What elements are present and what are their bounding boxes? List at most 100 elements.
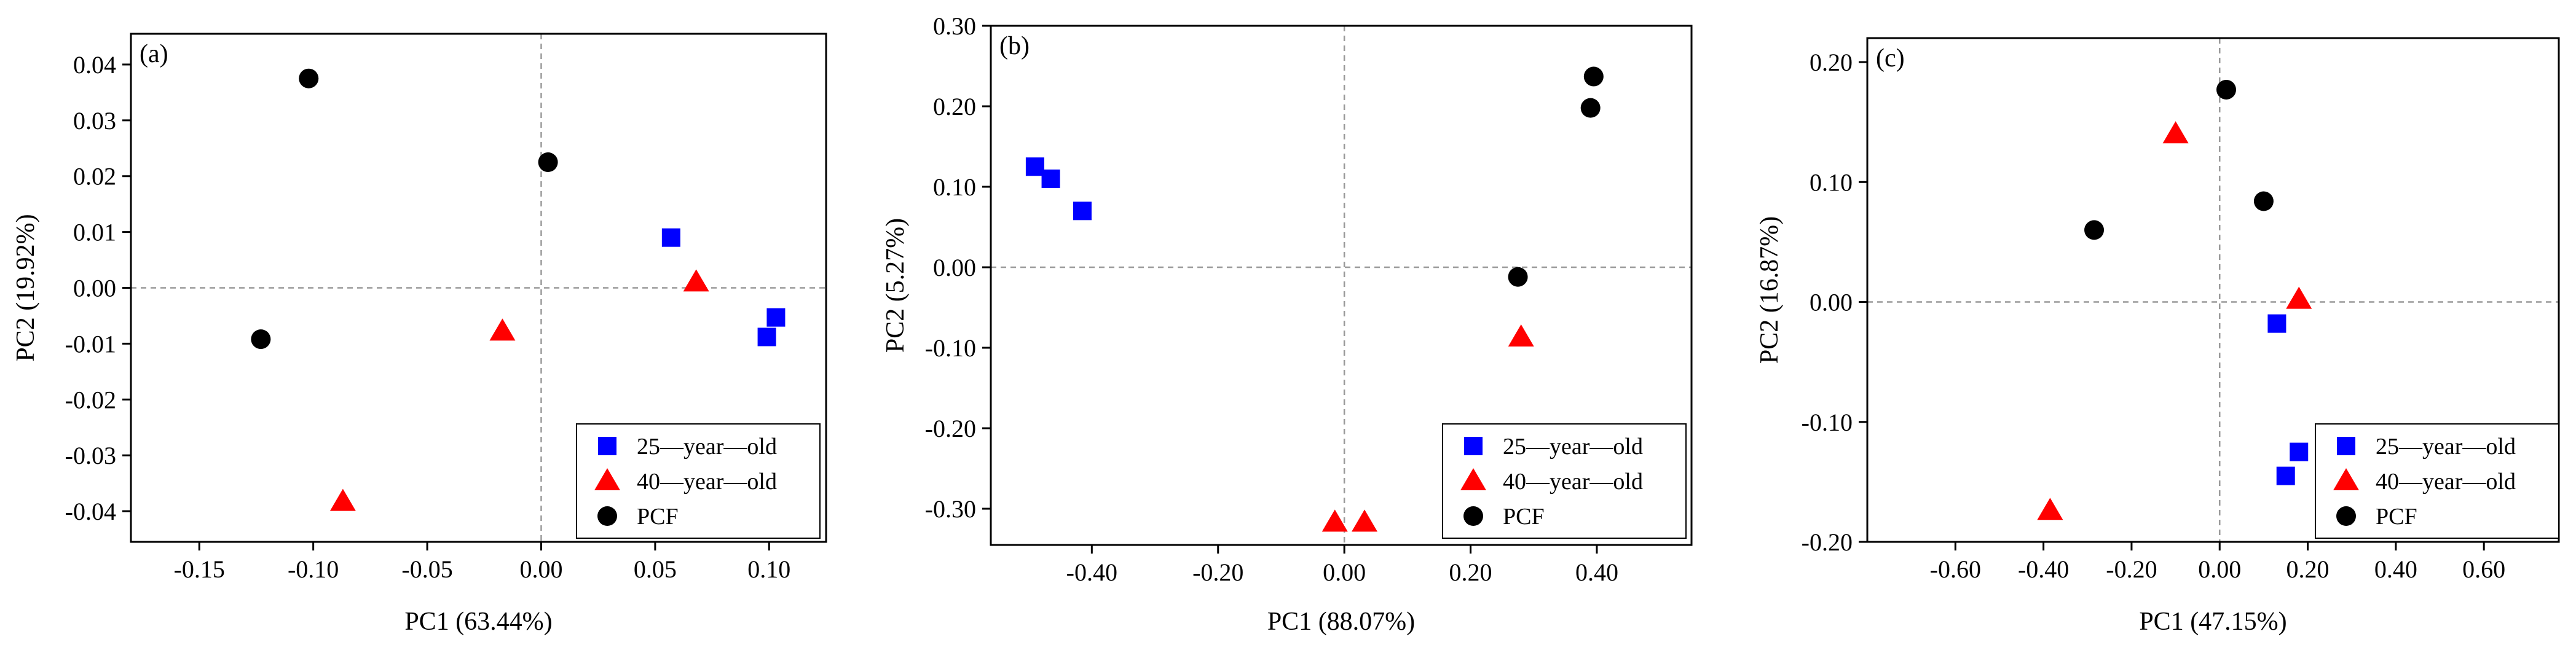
legend-marker-square <box>598 437 616 455</box>
legend-marker-circle <box>2336 506 2356 526</box>
y-tick-label: -0.02 <box>65 386 116 413</box>
panel-label: (b) <box>999 32 1030 60</box>
x-tick-label: -0.20 <box>2106 555 2157 583</box>
legend-label: PCF <box>1503 504 1545 530</box>
legend-box <box>576 423 821 539</box>
legend-box <box>1442 423 1687 539</box>
data-point-triangle <box>1321 509 1348 532</box>
x-tick-label: 0.00 <box>519 555 562 583</box>
data-point-triangle <box>2162 121 2189 144</box>
x-tick-label: 0.40 <box>2374 555 2417 583</box>
y-tick-label: -0.01 <box>65 330 116 358</box>
x-tick-label: 0.00 <box>2198 555 2241 583</box>
y-tick-label: -0.30 <box>925 495 976 523</box>
data-point-circle <box>1508 267 1528 287</box>
data-point-triangle <box>329 488 356 511</box>
x-tick-label: 0.40 <box>1575 558 1618 586</box>
x-tick-label: 0.20 <box>1449 558 1492 586</box>
data-point-square <box>2290 442 2309 461</box>
x-tick-label: -0.10 <box>288 555 339 583</box>
chart-panel-1: -0.15 -0.10 -0.05 0.00 0.05 0.10 0.04 0.03 0.02 0… <box>12 33 827 636</box>
y-tick-label: -0.04 <box>65 498 116 525</box>
x-tick-label: -0.05 <box>401 555 452 583</box>
plot-frame <box>990 25 1693 546</box>
panel-label: (c) <box>1876 44 1905 72</box>
y-tick-label: 0.10 <box>1810 168 1853 196</box>
chart-panel-2: -0.40 -0.20 0.00 0.20 0.40 0.30 0.20 0.10 0.00 -0… <box>881 12 1693 636</box>
x-tick-label: -0.20 <box>1192 558 1243 586</box>
data-point-square <box>1025 157 1044 176</box>
legend-marker-circle <box>597 506 617 526</box>
x-tick-label: 0.60 <box>2462 555 2505 583</box>
x-tick-label: -0.60 <box>1930 555 1981 583</box>
y-tick-label: -0.10 <box>1802 409 1853 436</box>
legend-marker-triangle <box>1460 468 1486 490</box>
x-tick-label: 0.00 <box>1323 558 1366 586</box>
y-axis-label: PC2 (5.27%) <box>881 218 910 353</box>
data-point-triangle <box>2037 498 2063 520</box>
y-tick-label: 0.03 <box>73 107 116 135</box>
data-point-square <box>1073 202 1092 221</box>
y-tick-label: 0.10 <box>933 173 976 201</box>
legend-marker-square <box>2337 437 2355 455</box>
data-point-triangle <box>1352 509 1377 532</box>
legend-label: 25—year—old <box>2376 434 2516 460</box>
data-point-square <box>766 308 786 327</box>
legend: 25—year—old 40—year—old PCF <box>576 423 821 539</box>
data-point-circle <box>2253 191 2274 211</box>
data-point-circle <box>251 329 271 350</box>
panel-label: (a) <box>140 40 168 68</box>
y-tick-label: -0.03 <box>65 442 116 469</box>
legend-label: 25—year—old <box>637 434 777 460</box>
data-point-square <box>661 228 680 247</box>
legend-box <box>2315 423 2559 539</box>
data-point-triangle <box>2286 286 2312 309</box>
legend-label: 40—year—old <box>1503 469 1643 495</box>
y-tick-label: -0.20 <box>1802 528 1853 556</box>
data-point-square <box>2276 466 2295 485</box>
x-axis-label: PC1 (47.15%) <box>2139 608 2286 636</box>
data-point-square <box>1041 169 1060 188</box>
y-axis-label: PC2 (16.87%) <box>1755 216 1784 364</box>
legend: 25—year—old 40—year—old PCF <box>2315 423 2559 539</box>
data-point-circle <box>1580 98 1601 118</box>
data-point-square <box>2267 314 2286 333</box>
y-tick-label: 0.01 <box>73 219 116 246</box>
x-tick-label: -0.15 <box>174 555 225 583</box>
y-tick-label: -0.10 <box>925 334 976 362</box>
legend-marker-triangle <box>594 468 620 490</box>
x-tick-label: -0.40 <box>2018 555 2069 583</box>
data-point-triangle <box>1508 324 1534 347</box>
y-tick-label: 0.20 <box>1810 49 1853 76</box>
x-tick-label: -0.40 <box>1066 558 1117 586</box>
y-tick-label: 0.00 <box>73 275 116 302</box>
legend-marker-triangle <box>2333 468 2359 490</box>
legend-marker-circle <box>1463 506 1483 526</box>
data-point-circle <box>299 68 319 88</box>
legend-label: PCF <box>637 504 679 530</box>
x-tick-label: 0.05 <box>634 555 677 583</box>
y-tick-label: 0.20 <box>933 93 976 120</box>
legend-label: 40—year—old <box>637 469 777 495</box>
plot-frame <box>1866 37 2560 543</box>
legend-marker-square <box>1464 437 1483 455</box>
y-tick-label: 0.30 <box>933 12 976 40</box>
data-point-circle <box>2084 220 2105 240</box>
x-tick-label: 0.10 <box>747 555 790 583</box>
data-point-triangle <box>683 269 709 292</box>
data-point-circle <box>2216 79 2236 100</box>
y-tick-label: 0.00 <box>933 254 976 281</box>
data-point-square <box>757 327 776 347</box>
y-tick-label: 0.00 <box>1810 289 1853 316</box>
legend-label: 25—year—old <box>1503 434 1643 460</box>
y-tick-label: 0.02 <box>73 163 116 190</box>
x-axis-label: PC1 (63.44%) <box>404 608 552 636</box>
y-tick-label: -0.20 <box>925 415 976 442</box>
x-axis-label: PC1 (88.07%) <box>1267 608 1415 636</box>
data-point-circle <box>538 152 558 173</box>
legend-label: 40—year—old <box>2376 469 2516 495</box>
chart-panel-3: -0.60 -0.40 -0.20 0.00 0.20 0.40 0.60 0.20 0.10 0… <box>1755 37 2560 636</box>
data-point-circle <box>1583 66 1604 87</box>
x-tick-label: 0.20 <box>2286 555 2330 583</box>
